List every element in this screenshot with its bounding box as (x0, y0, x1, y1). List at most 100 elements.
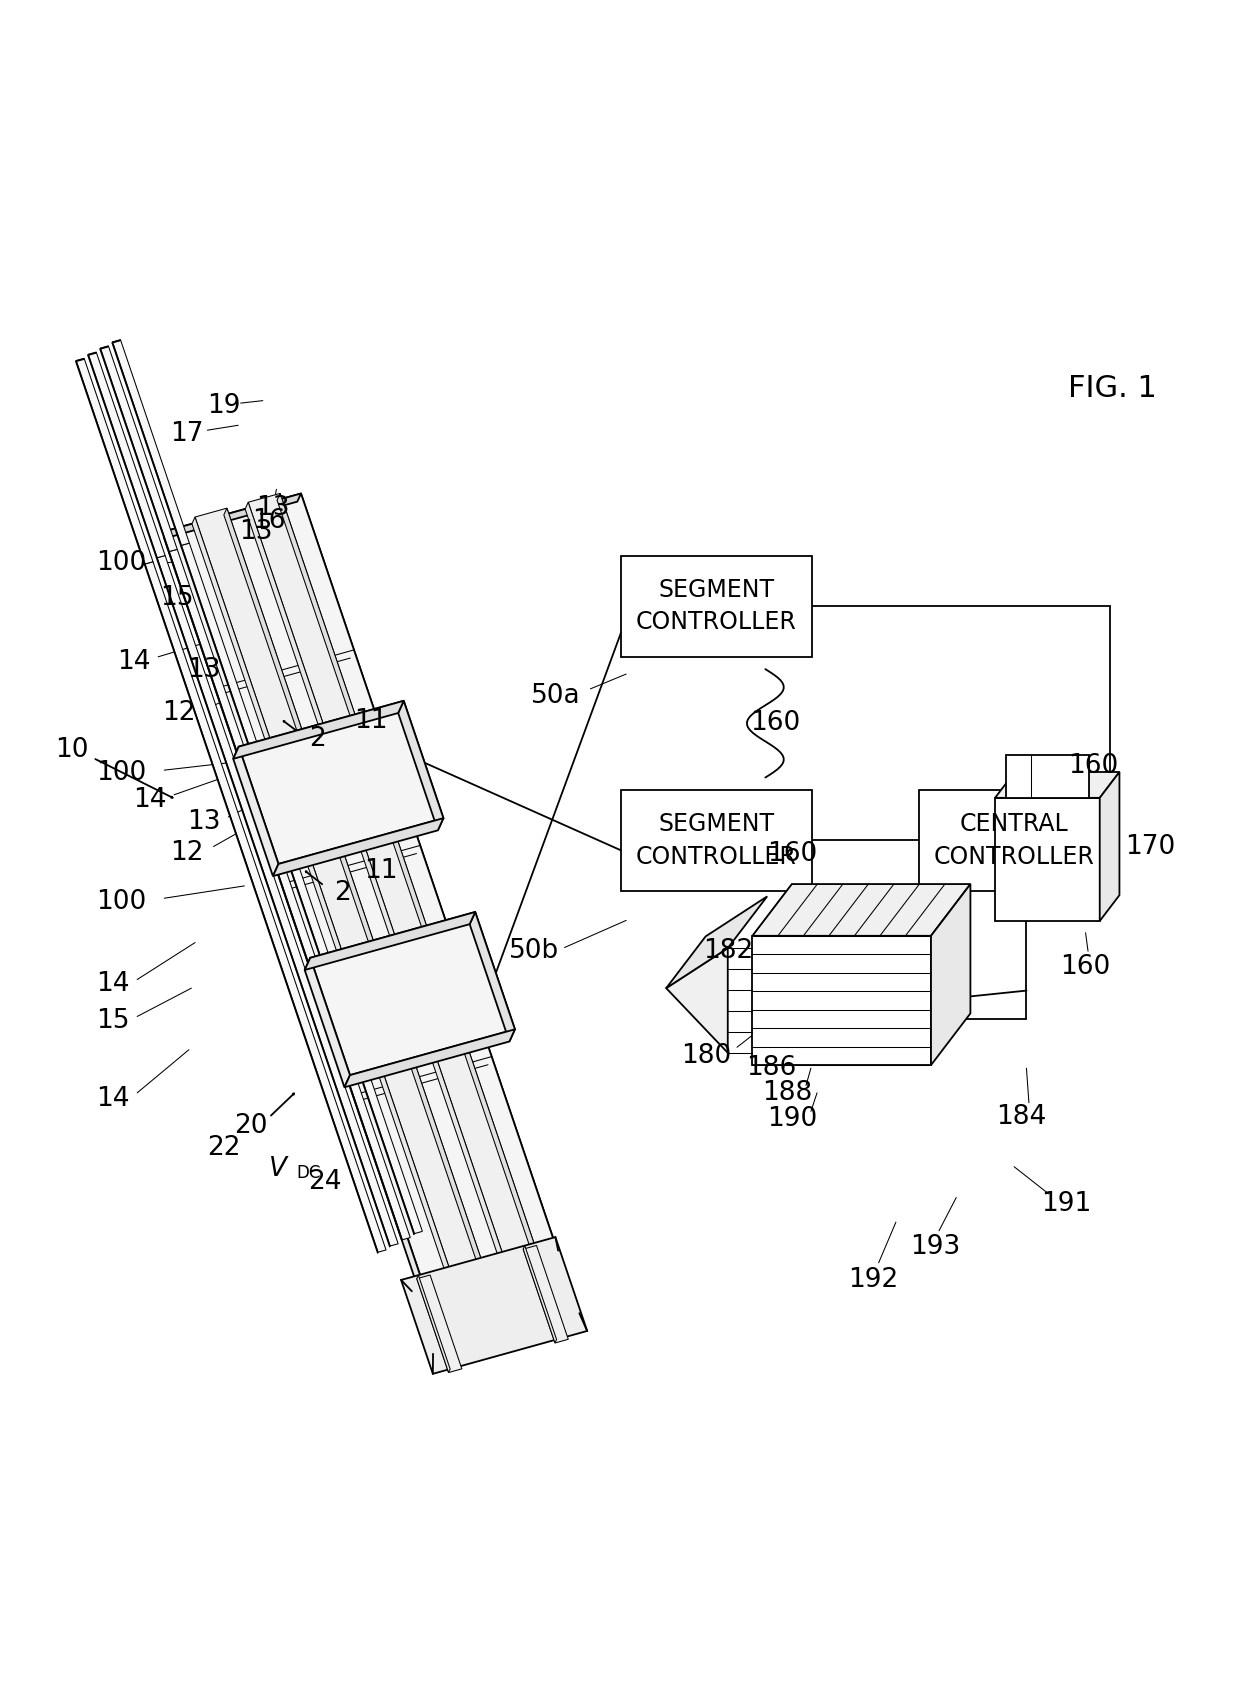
Text: 182: 182 (703, 938, 754, 965)
Polygon shape (169, 549, 410, 1239)
Polygon shape (246, 503, 513, 1292)
Polygon shape (164, 493, 301, 538)
Polygon shape (113, 340, 190, 545)
Polygon shape (239, 701, 444, 863)
Polygon shape (753, 936, 931, 1065)
Text: 184: 184 (997, 1104, 1047, 1131)
Polygon shape (157, 555, 398, 1246)
Text: 22: 22 (207, 1136, 241, 1161)
Text: 50b: 50b (508, 938, 559, 965)
Text: 191: 191 (1040, 1190, 1091, 1217)
Text: CONTROLLER: CONTROLLER (636, 611, 796, 635)
Polygon shape (305, 958, 350, 1087)
Polygon shape (277, 493, 544, 1282)
Polygon shape (298, 493, 565, 1283)
Text: SEGMENT: SEGMENT (658, 579, 774, 603)
Text: 50a: 50a (531, 684, 580, 709)
Polygon shape (305, 913, 475, 970)
Polygon shape (666, 948, 728, 1053)
Polygon shape (145, 564, 378, 1253)
Polygon shape (994, 797, 1100, 921)
Polygon shape (417, 1275, 450, 1373)
Text: 2: 2 (309, 726, 325, 752)
Text: 15: 15 (160, 584, 193, 611)
Polygon shape (233, 701, 404, 758)
Polygon shape (195, 508, 492, 1299)
Text: 17: 17 (170, 422, 203, 447)
Polygon shape (417, 1275, 461, 1373)
Text: 14: 14 (117, 648, 150, 676)
Polygon shape (310, 913, 515, 1075)
Polygon shape (392, 953, 428, 1060)
Text: 160: 160 (750, 711, 800, 736)
Text: 100: 100 (95, 550, 146, 576)
Text: 14: 14 (95, 1085, 129, 1112)
Text: 19: 19 (207, 393, 241, 418)
Polygon shape (224, 508, 492, 1297)
Text: 2: 2 (335, 880, 351, 906)
Polygon shape (401, 1238, 588, 1373)
Polygon shape (267, 757, 304, 863)
Polygon shape (320, 743, 357, 850)
Polygon shape (181, 543, 423, 1234)
Polygon shape (100, 349, 169, 552)
Text: DC: DC (296, 1163, 320, 1182)
Text: 186: 186 (746, 1055, 796, 1082)
Polygon shape (312, 745, 348, 852)
Polygon shape (181, 545, 414, 1234)
Polygon shape (88, 352, 97, 356)
Polygon shape (345, 1029, 515, 1087)
Polygon shape (666, 896, 768, 989)
Text: FIG. 1: FIG. 1 (1068, 374, 1157, 403)
Text: 190: 190 (768, 1106, 817, 1131)
Text: SEGMENT: SEGMENT (658, 813, 774, 836)
Text: 16: 16 (252, 508, 285, 535)
Polygon shape (112, 342, 181, 547)
Text: 13: 13 (255, 494, 289, 521)
Text: 24: 24 (308, 1168, 341, 1195)
Polygon shape (164, 530, 433, 1321)
Polygon shape (100, 345, 177, 552)
Text: CENTRAL: CENTRAL (960, 813, 1069, 836)
Polygon shape (156, 557, 391, 1248)
Text: 14: 14 (95, 972, 129, 997)
Text: 180: 180 (681, 1043, 732, 1068)
Text: CONTROLLER: CONTROLLER (636, 845, 796, 869)
Polygon shape (523, 1246, 568, 1343)
Text: 160: 160 (768, 841, 817, 867)
Text: 12: 12 (162, 701, 196, 726)
Polygon shape (1006, 755, 1089, 797)
Polygon shape (167, 493, 565, 1312)
Text: 100: 100 (95, 889, 146, 914)
Polygon shape (233, 747, 279, 877)
Polygon shape (919, 791, 1110, 891)
Polygon shape (470, 913, 515, 1041)
Text: 11: 11 (355, 708, 388, 733)
Text: V: V (269, 1156, 286, 1182)
Polygon shape (931, 884, 971, 1065)
Text: 12: 12 (170, 840, 203, 865)
Text: 13: 13 (187, 657, 221, 684)
Polygon shape (398, 701, 444, 830)
Text: 13: 13 (238, 520, 272, 545)
Text: 160: 160 (1068, 753, 1118, 779)
Text: 193: 193 (910, 1234, 961, 1260)
Text: 20: 20 (234, 1112, 268, 1139)
Polygon shape (620, 791, 811, 891)
Text: 188: 188 (763, 1080, 812, 1106)
Polygon shape (620, 555, 811, 657)
Polygon shape (76, 359, 84, 362)
Polygon shape (145, 562, 386, 1253)
Polygon shape (76, 361, 145, 565)
Polygon shape (1100, 772, 1120, 921)
Text: CONTROLLER: CONTROLLER (934, 845, 1095, 869)
Text: 11: 11 (365, 858, 398, 884)
Polygon shape (273, 818, 444, 877)
Text: 13: 13 (187, 809, 221, 835)
Text: 10: 10 (55, 738, 88, 764)
Text: 14: 14 (133, 787, 166, 813)
Polygon shape (112, 340, 120, 344)
Polygon shape (523, 1246, 557, 1343)
Text: 192: 192 (848, 1266, 899, 1293)
Polygon shape (169, 552, 402, 1241)
